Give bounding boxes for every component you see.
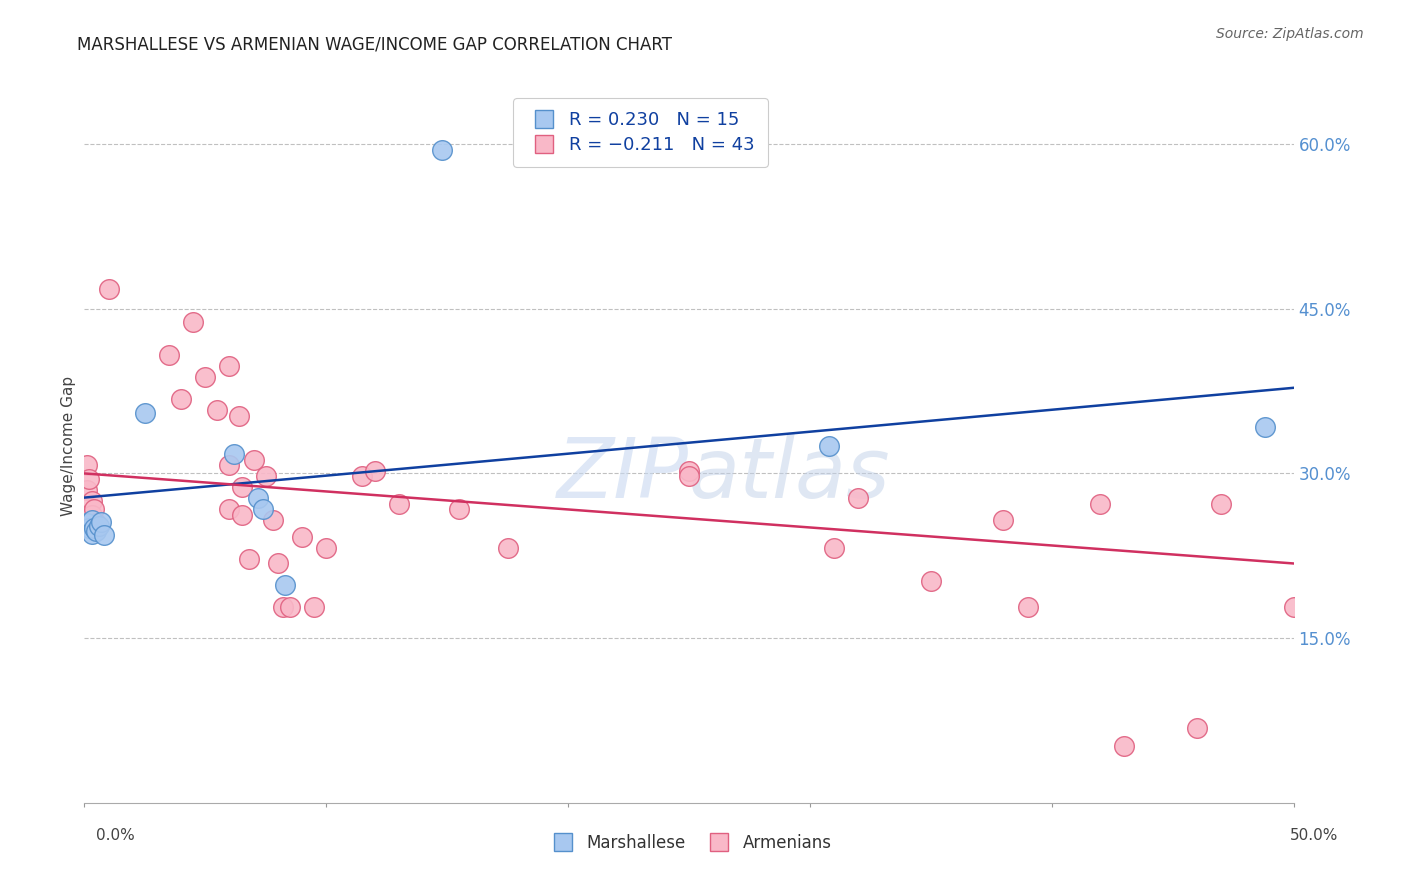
Point bbox=[218, 501, 240, 516]
Point bbox=[134, 406, 156, 420]
Point bbox=[77, 472, 100, 486]
Point bbox=[80, 508, 103, 523]
Point bbox=[252, 501, 274, 516]
Point bbox=[818, 439, 841, 453]
Point bbox=[449, 501, 471, 516]
Point bbox=[291, 530, 314, 544]
Point bbox=[846, 491, 869, 505]
Point bbox=[242, 453, 264, 467]
Point bbox=[231, 508, 253, 523]
Point bbox=[247, 491, 270, 505]
Point bbox=[1088, 497, 1111, 511]
Point bbox=[83, 521, 105, 535]
Point bbox=[1282, 600, 1305, 615]
Point bbox=[1209, 497, 1232, 511]
Point bbox=[231, 480, 253, 494]
Point bbox=[80, 494, 103, 508]
Point bbox=[87, 519, 110, 533]
Point bbox=[77, 521, 100, 535]
Point bbox=[1017, 600, 1039, 615]
Y-axis label: Wage/Income Gap: Wage/Income Gap bbox=[60, 376, 76, 516]
Point bbox=[80, 512, 103, 526]
Point bbox=[352, 468, 374, 483]
Point bbox=[224, 447, 246, 461]
Point bbox=[1114, 739, 1136, 753]
Point bbox=[80, 526, 103, 541]
Point bbox=[90, 515, 112, 529]
Text: 50.0%: 50.0% bbox=[1291, 828, 1339, 843]
Point bbox=[207, 402, 229, 417]
Point bbox=[920, 574, 942, 588]
Point bbox=[678, 464, 700, 478]
Point bbox=[678, 468, 700, 483]
Legend: Marshallese, Armenians: Marshallese, Armenians bbox=[540, 828, 838, 859]
Point bbox=[271, 600, 294, 615]
Point bbox=[76, 458, 98, 472]
Point bbox=[218, 359, 240, 373]
Text: Source: ZipAtlas.com: Source: ZipAtlas.com bbox=[1216, 27, 1364, 41]
Point bbox=[86, 516, 108, 530]
Point bbox=[267, 557, 290, 571]
Point bbox=[97, 282, 120, 296]
Point bbox=[302, 600, 325, 615]
Point bbox=[278, 600, 301, 615]
Point bbox=[228, 409, 250, 424]
Point bbox=[194, 369, 217, 384]
Point bbox=[157, 348, 180, 362]
Text: atlas: atlas bbox=[689, 434, 890, 515]
Point bbox=[1185, 721, 1208, 735]
Point bbox=[432, 143, 454, 157]
Point bbox=[262, 512, 284, 526]
Point bbox=[823, 541, 845, 555]
Point bbox=[363, 464, 385, 478]
Text: MARSHALLESE VS ARMENIAN WAGE/INCOME GAP CORRELATION CHART: MARSHALLESE VS ARMENIAN WAGE/INCOME GAP … bbox=[77, 36, 672, 54]
Point bbox=[388, 497, 411, 511]
Point bbox=[76, 516, 98, 530]
Point bbox=[254, 468, 277, 483]
Point bbox=[86, 524, 108, 538]
Point bbox=[238, 552, 260, 566]
Point bbox=[218, 458, 240, 472]
Point bbox=[76, 483, 98, 497]
Point bbox=[181, 315, 204, 329]
Point bbox=[274, 578, 297, 592]
Point bbox=[170, 392, 193, 406]
Point bbox=[83, 501, 105, 516]
Point bbox=[93, 528, 115, 542]
Point bbox=[315, 541, 337, 555]
Point bbox=[496, 541, 519, 555]
Point bbox=[993, 512, 1015, 526]
Point bbox=[1253, 420, 1275, 434]
Text: ZIP: ZIP bbox=[557, 434, 689, 515]
Text: 0.0%: 0.0% bbox=[96, 828, 135, 843]
